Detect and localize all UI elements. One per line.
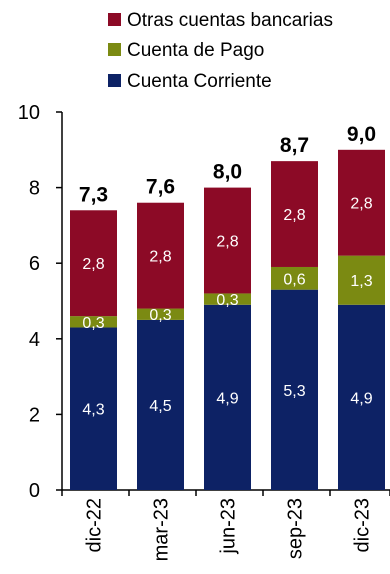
segment-label: 2,8 xyxy=(283,207,305,224)
total-label: 9,0 xyxy=(347,123,376,146)
bar-segment xyxy=(271,289,318,490)
bar-segment xyxy=(271,161,318,267)
bar-segment xyxy=(338,255,385,305)
bar-segment xyxy=(70,210,117,317)
x-category-label: dic-23 xyxy=(352,498,374,552)
legend-label: Otras cuentas bancarias xyxy=(127,10,333,31)
bar-segment xyxy=(338,304,385,490)
y-tick-label: 8 xyxy=(29,178,40,200)
x-axis: dic-22 mar-23 jun-23 sep-23 dic-23 xyxy=(61,489,390,561)
bars xyxy=(70,149,385,490)
x-category-label: mar-23 xyxy=(151,498,173,561)
segment-label: 0,3 xyxy=(149,307,171,324)
segment-label: 5,3 xyxy=(283,383,305,400)
bar-segment xyxy=(137,319,184,490)
legend-label: Cuenta Corriente xyxy=(127,71,272,92)
legend-swatch xyxy=(108,74,121,87)
bar-segment xyxy=(204,187,251,294)
segment-label: 4,9 xyxy=(216,390,238,407)
segment-label: 2,8 xyxy=(149,249,171,266)
segment-label: 0,6 xyxy=(283,271,305,288)
segment-label: 4,3 xyxy=(82,402,104,419)
bar-segment xyxy=(204,293,251,305)
bar-segment xyxy=(338,149,385,256)
segment-label: 4,5 xyxy=(149,398,171,415)
bar-segment xyxy=(137,202,184,309)
y-axis: 0 2 4 6 8 10 xyxy=(18,102,63,502)
y-tick-label: 4 xyxy=(29,329,40,351)
legend-swatch xyxy=(108,13,121,26)
segment-label: 0,3 xyxy=(216,292,238,309)
y-tick-label: 10 xyxy=(18,102,40,124)
total-label: 7,6 xyxy=(146,176,175,199)
y-tick-label: 0 xyxy=(29,480,40,502)
bar-segment xyxy=(204,304,251,490)
legend: Otras cuentas bancarias Cuenta de Pago Cue… xyxy=(108,10,333,92)
bar-segment xyxy=(137,308,184,320)
total-label: 8,7 xyxy=(280,134,309,157)
total-label: 8,0 xyxy=(213,161,242,184)
segment-label: 1,3 xyxy=(350,273,372,290)
y-tick-label: 2 xyxy=(29,404,40,426)
segment-label: 2,8 xyxy=(350,196,372,213)
bar-segment xyxy=(70,316,117,328)
x-category-label: dic-22 xyxy=(84,498,106,552)
x-category-label: jun-23 xyxy=(218,498,240,555)
bar-segment xyxy=(70,327,117,490)
total-label: 7,3 xyxy=(79,183,108,206)
y-tick-label: 6 xyxy=(29,253,40,275)
labels: 4,3 0,3 2,8 7,3 4,5 0,3 2,8 7,6 4,9 0,3 2,8 8,0 5,3 0… xyxy=(79,123,376,419)
legend-label: Cuenta de Pago xyxy=(127,40,264,61)
bar-segment xyxy=(271,266,318,290)
x-category-label: sep-23 xyxy=(285,498,307,559)
segment-label: 4,9 xyxy=(350,390,372,407)
legend-swatch xyxy=(108,43,121,56)
segment-label: 0,3 xyxy=(82,315,104,332)
segment-label: 2,8 xyxy=(82,256,104,273)
segment-label: 2,8 xyxy=(216,234,238,251)
